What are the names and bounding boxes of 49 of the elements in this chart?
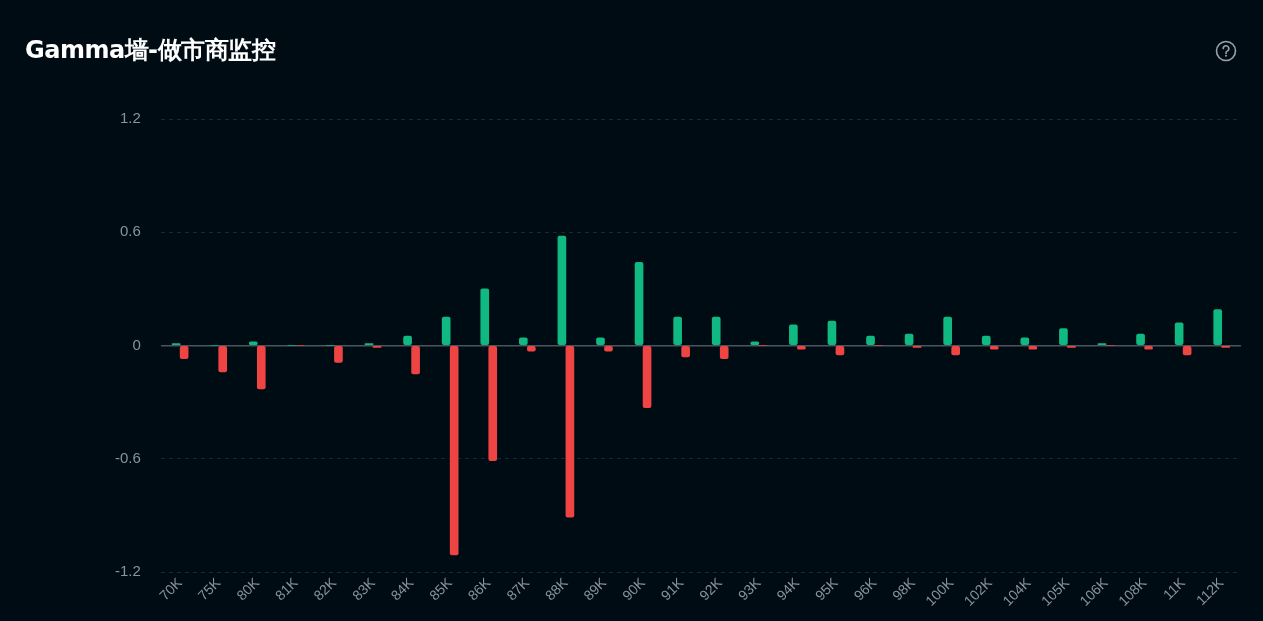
bar [673,316,682,346]
bar [719,345,729,360]
bar [411,345,420,375]
bar [642,345,652,409]
x-tick-label: 90K [618,574,649,604]
bar [827,320,837,346]
x-tick-label: 81K [271,574,302,604]
x-tick-label: 84K [387,574,417,604]
bar [218,345,228,373]
bar [943,316,952,346]
bar [441,316,451,346]
x-tick-label: 75K [194,574,225,604]
bar [789,324,798,346]
x-tick-label: 83K [348,574,379,604]
x-tick-label: 89K [580,574,610,604]
x-tick-label: 80K [233,574,263,604]
x-tick-label: 93K [734,574,765,604]
bar [256,345,266,390]
x-tick-label: 88K [541,574,572,604]
y-tick-label: -1.2 [114,562,141,580]
x-tick-label: 85K [426,574,456,604]
y-tick-label: -0.6 [114,448,141,466]
x-tick-label: 70K [156,574,186,604]
bar [179,345,189,360]
bar [711,316,721,346]
bar [557,235,567,346]
x-tick-label: 95K [811,574,842,604]
x-tick-label: 82K [310,574,340,604]
bar [1174,322,1184,346]
bar [1059,328,1068,346]
bar [565,345,575,518]
y-tick-label: 0.6 [119,222,141,240]
x-tick-label: 11K [1159,574,1189,603]
bar [334,345,343,363]
x-tick-label: 91K [657,574,687,604]
bar [449,345,459,556]
x-tick-label: 96K [850,574,880,604]
y-tick-label: 1.2 [119,109,141,127]
x-tick-label: 92K [696,574,726,604]
x-tick-label: 94K [773,574,803,604]
x-tick-label: 98K [889,574,919,604]
chart-title: Gamma墙-做市商监控 [25,35,276,66]
bar [1213,309,1223,346]
bar [488,345,498,461]
bar [634,262,644,346]
bar [480,288,490,346]
x-tick-label: 87K [503,574,533,604]
y-tick-label: 0 [132,335,141,353]
x-tick-label: 86K [464,574,495,604]
